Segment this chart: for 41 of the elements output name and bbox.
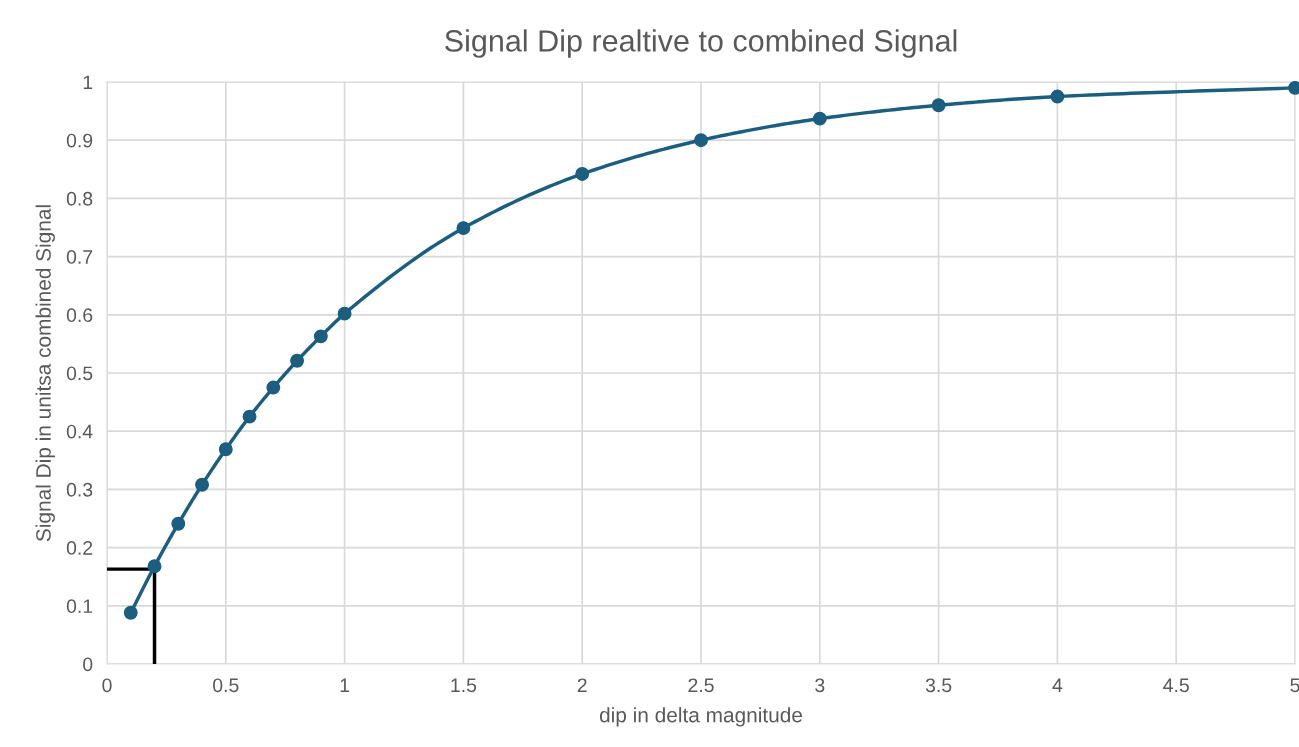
point bbox=[123, 605, 138, 620]
x-tick-label: 3.5 bbox=[925, 678, 952, 693]
y-tick-label: 0.2 bbox=[66, 541, 93, 555]
y-tick-label: 0.5 bbox=[66, 366, 93, 381]
x-tick-label: 4 bbox=[1052, 678, 1063, 692]
point bbox=[694, 133, 708, 148]
y-tick-label: 0.1 bbox=[66, 599, 93, 614]
y-tick-label: 0.8 bbox=[66, 191, 93, 206]
chart-title: Signal Dip realtive to combined Signal bbox=[445, 29, 957, 58]
x-tick-label: 4.5 bbox=[1163, 678, 1189, 693]
point bbox=[171, 516, 186, 531]
y-axis-title: Signal Dip in unitsa combined Signal bbox=[35, 205, 55, 542]
x-tick-label: 0 bbox=[102, 678, 112, 693]
y-tick-label: 1 bbox=[83, 75, 93, 90]
x-tick-label: 1.5 bbox=[451, 678, 477, 693]
point bbox=[313, 329, 328, 344]
point bbox=[456, 221, 471, 236]
point bbox=[195, 477, 209, 492]
point bbox=[812, 111, 827, 126]
x-tick-label: 5 bbox=[1290, 678, 1299, 693]
x-tick-label: 0.5 bbox=[213, 678, 239, 693]
y-tick-label: 0.4 bbox=[66, 424, 93, 439]
point bbox=[337, 306, 352, 321]
y-tick-label: 0 bbox=[83, 657, 93, 672]
y-tick-label: 0.9 bbox=[66, 133, 93, 148]
x-tick-label: 1 bbox=[340, 678, 350, 692]
point bbox=[147, 559, 162, 574]
point bbox=[242, 409, 257, 424]
point bbox=[218, 442, 233, 457]
y-tick-label: 0.3 bbox=[66, 482, 93, 497]
point bbox=[266, 380, 281, 395]
point bbox=[575, 167, 590, 181]
point bbox=[931, 98, 946, 113]
y-tick-label: 0.7 bbox=[66, 250, 93, 264]
x-tick-label: 2.5 bbox=[688, 678, 714, 693]
x-tick-label: 3 bbox=[815, 678, 825, 693]
point bbox=[290, 353, 305, 368]
point bbox=[1050, 89, 1065, 104]
y-tick-label: 0.6 bbox=[66, 308, 93, 323]
x-axis-title: dip in delta magnitude bbox=[599, 707, 803, 727]
x-tick-label: 2 bbox=[577, 678, 587, 692]
